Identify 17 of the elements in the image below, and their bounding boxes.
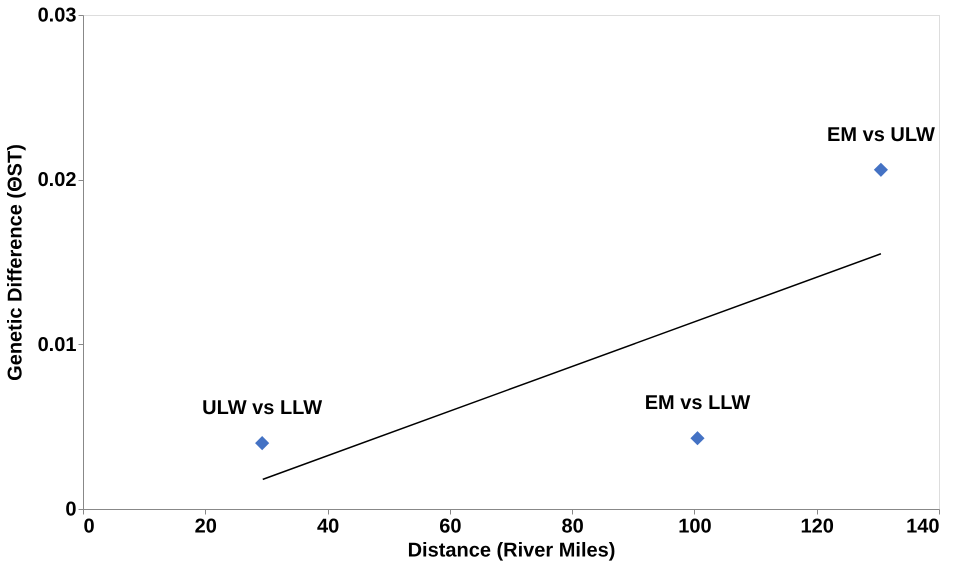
x-tick-label: 0 [84,516,95,538]
annotation: EM vs ULW [827,124,935,146]
y-tick-label: 0 [65,498,76,520]
x-tick-label: 40 [316,516,340,538]
annotation: ULW vs LLW [202,397,322,420]
x-axis-title: Distance (River Miles) [408,540,616,562]
x-tick-label: 140 [906,516,940,538]
annotation: EM vs LLW [644,392,750,414]
y-tick-label: 0.03 [38,4,76,26]
x-tick-label: 100 [678,516,712,538]
x-tick-label: 120 [800,516,834,538]
y-axis-title: Genetic Difference (ΘST) [4,144,27,381]
y-tick-label: 0.01 [38,334,76,356]
x-tick-label: 80 [562,516,584,538]
x-tick-label: 60 [439,516,462,538]
x-tick-label: 20 [194,516,217,538]
y-tick-label: 0.02 [38,169,76,192]
